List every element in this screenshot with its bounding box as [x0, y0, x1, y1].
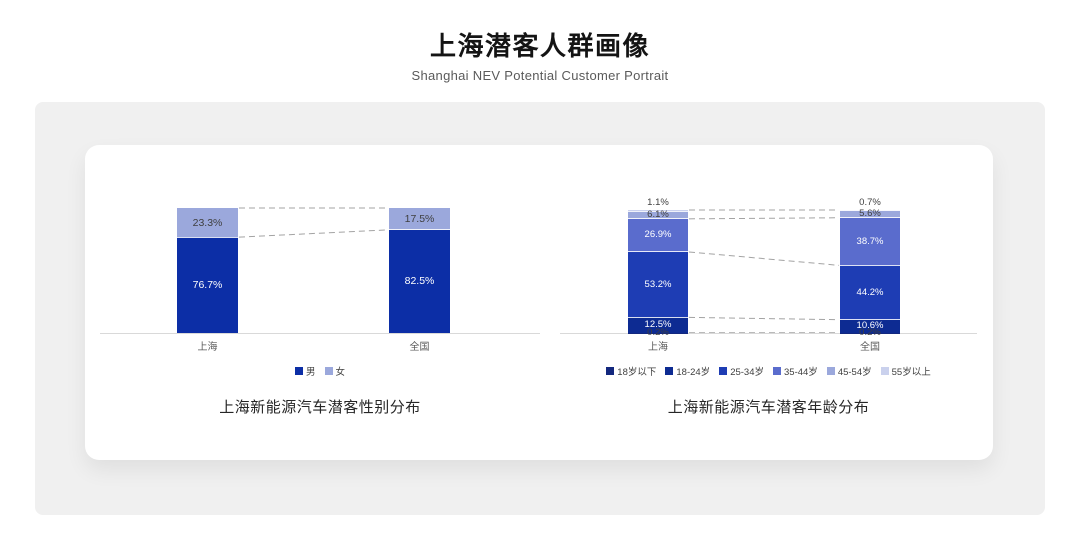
legend-item: 18-24岁	[665, 364, 710, 378]
segment-value-label: 12.5%	[644, 319, 672, 331]
chart-card: 76.7% 23.3% 82.5% 17.5% 上海 全国 男女 上海新能源汽车潜客性别…	[85, 145, 993, 460]
chart-caption: 上海新能源汽车潜客年龄分布	[667, 399, 870, 416]
legend-label: 35-44岁	[784, 367, 818, 378]
segment-separator	[840, 264, 900, 266]
page-header: 上海潜客人群画像 Shanghai NEV Potential Customer…	[0, 0, 1080, 83]
gender-distribution-chart: 76.7% 23.3% 82.5% 17.5% 上海 全国 男女 上海新能源汽车潜客性别…	[100, 190, 540, 417]
category-axis: 上海 全国	[560, 338, 977, 354]
segment-separator	[177, 236, 238, 238]
segment-value-label: 44.2%	[856, 286, 884, 298]
legend-label: 18岁以下	[617, 367, 657, 378]
legend-swatch-icon	[880, 367, 889, 375]
segment-value-label: 76.7%	[192, 279, 223, 292]
legend-item: 25-34岁	[719, 364, 764, 378]
category-label: 上海	[648, 342, 668, 353]
legend-swatch-icon	[606, 367, 615, 375]
legend-swatch-icon	[719, 367, 728, 375]
legend-label: 55岁以上	[891, 367, 931, 378]
segment-value-label: 1.1%	[647, 197, 669, 208]
legend-item: 女	[324, 364, 346, 378]
segment-separator	[628, 316, 688, 318]
bar-segment	[628, 211, 688, 219]
legend-label: 45-54岁	[837, 367, 872, 378]
segment-separator	[840, 319, 900, 321]
segment-value-label: 5.6%	[859, 208, 881, 220]
legend-swatch-icon	[773, 367, 781, 375]
segment-value-label: 23.3%	[192, 216, 223, 229]
bar-segment	[628, 317, 688, 333]
legend-swatch-icon	[665, 367, 674, 375]
bar-segment	[840, 265, 900, 320]
legend-label: 18-24岁	[676, 367, 711, 378]
legend-label: 25-34岁	[730, 367, 764, 378]
bar-segment	[177, 208, 238, 238]
category-axis: 上海 全国	[100, 338, 540, 354]
segment-separator	[389, 229, 450, 231]
category-label: 上海	[197, 342, 218, 353]
bar-segment	[628, 251, 688, 318]
segment-value-label: 17.5%	[404, 212, 435, 225]
connector-lines	[688, 209, 840, 333]
segment-separator	[840, 217, 900, 219]
segment-value-label: 0.7%	[859, 197, 881, 208]
legend-item: 18岁以下	[606, 364, 656, 378]
connector-lines	[238, 207, 389, 238]
legend-swatch-icon	[826, 367, 835, 375]
bar-segment	[628, 210, 688, 212]
connector-line	[688, 251, 840, 266]
legend-swatch-icon	[324, 367, 333, 375]
legend-item: 男	[294, 364, 316, 378]
segment-separator	[840, 210, 900, 212]
segment-value-label: 26.9%	[644, 229, 672, 241]
segment-value-label: 82.5%	[404, 275, 435, 288]
content-band: 76.7% 23.3% 82.5% 17.5% 上海 全国 男女 上海新能源汽车潜客性别…	[35, 102, 1045, 515]
connector-line	[238, 229, 389, 238]
plot-area: 0.2% 12.5% 53.2% 26.9% 6.1% 1.1% 0.2% 10.6% 44.2…	[560, 190, 977, 338]
chart-caption: 上海新能源汽车潜客性别分布	[219, 399, 421, 416]
age-distribution-chart: 0.2% 12.5% 53.2% 26.9% 6.1% 1.1% 0.2% 10.6% 44.2…	[560, 190, 977, 417]
segment-value-label: 0.2%	[647, 326, 669, 338]
segment-value-label: 0.2%	[859, 326, 881, 338]
legend: 18岁以下 18-24岁 25-34岁 35-44岁 45-54岁 55岁以上	[560, 364, 977, 378]
stacked-bar	[177, 208, 238, 333]
legend-item: 55岁以上	[880, 364, 931, 378]
legend-item: 45-54岁	[826, 364, 872, 378]
bar-segment	[840, 319, 900, 333]
segment-separator	[628, 218, 688, 220]
category-label: 全国	[860, 342, 880, 353]
stacked-bar	[628, 210, 688, 333]
legend-label: 女	[335, 367, 346, 378]
segment-separator	[628, 210, 688, 212]
connector-line	[688, 316, 840, 321]
category-label: 全国	[409, 342, 430, 353]
connector-line	[688, 217, 840, 220]
legend: 男女	[100, 364, 540, 378]
bar-segment	[840, 217, 900, 266]
legend-item: 35-44岁	[773, 364, 818, 378]
segment-value-label: 10.6%	[856, 320, 884, 332]
segment-value-label: 38.7%	[856, 235, 884, 247]
plot-area: 76.7% 23.3% 82.5% 17.5%	[100, 190, 540, 334]
bar-segment	[177, 237, 238, 333]
page-subtitle: Shanghai NEV Potential Customer Portrait	[411, 68, 669, 83]
bar-segment	[840, 210, 900, 218]
stacked-bar	[389, 208, 450, 333]
bar-segment	[628, 218, 688, 252]
bar-segment	[389, 208, 450, 230]
bar-segment	[389, 229, 450, 333]
page-title: 上海潜客人群画像	[429, 31, 650, 61]
segment-value-label: 6.1%	[647, 209, 669, 221]
segment-value-label: 53.2%	[644, 278, 672, 290]
legend-swatch-icon	[294, 367, 303, 375]
segment-separator	[628, 251, 688, 253]
stacked-bar	[840, 210, 900, 333]
legend-label: 男	[305, 367, 316, 378]
